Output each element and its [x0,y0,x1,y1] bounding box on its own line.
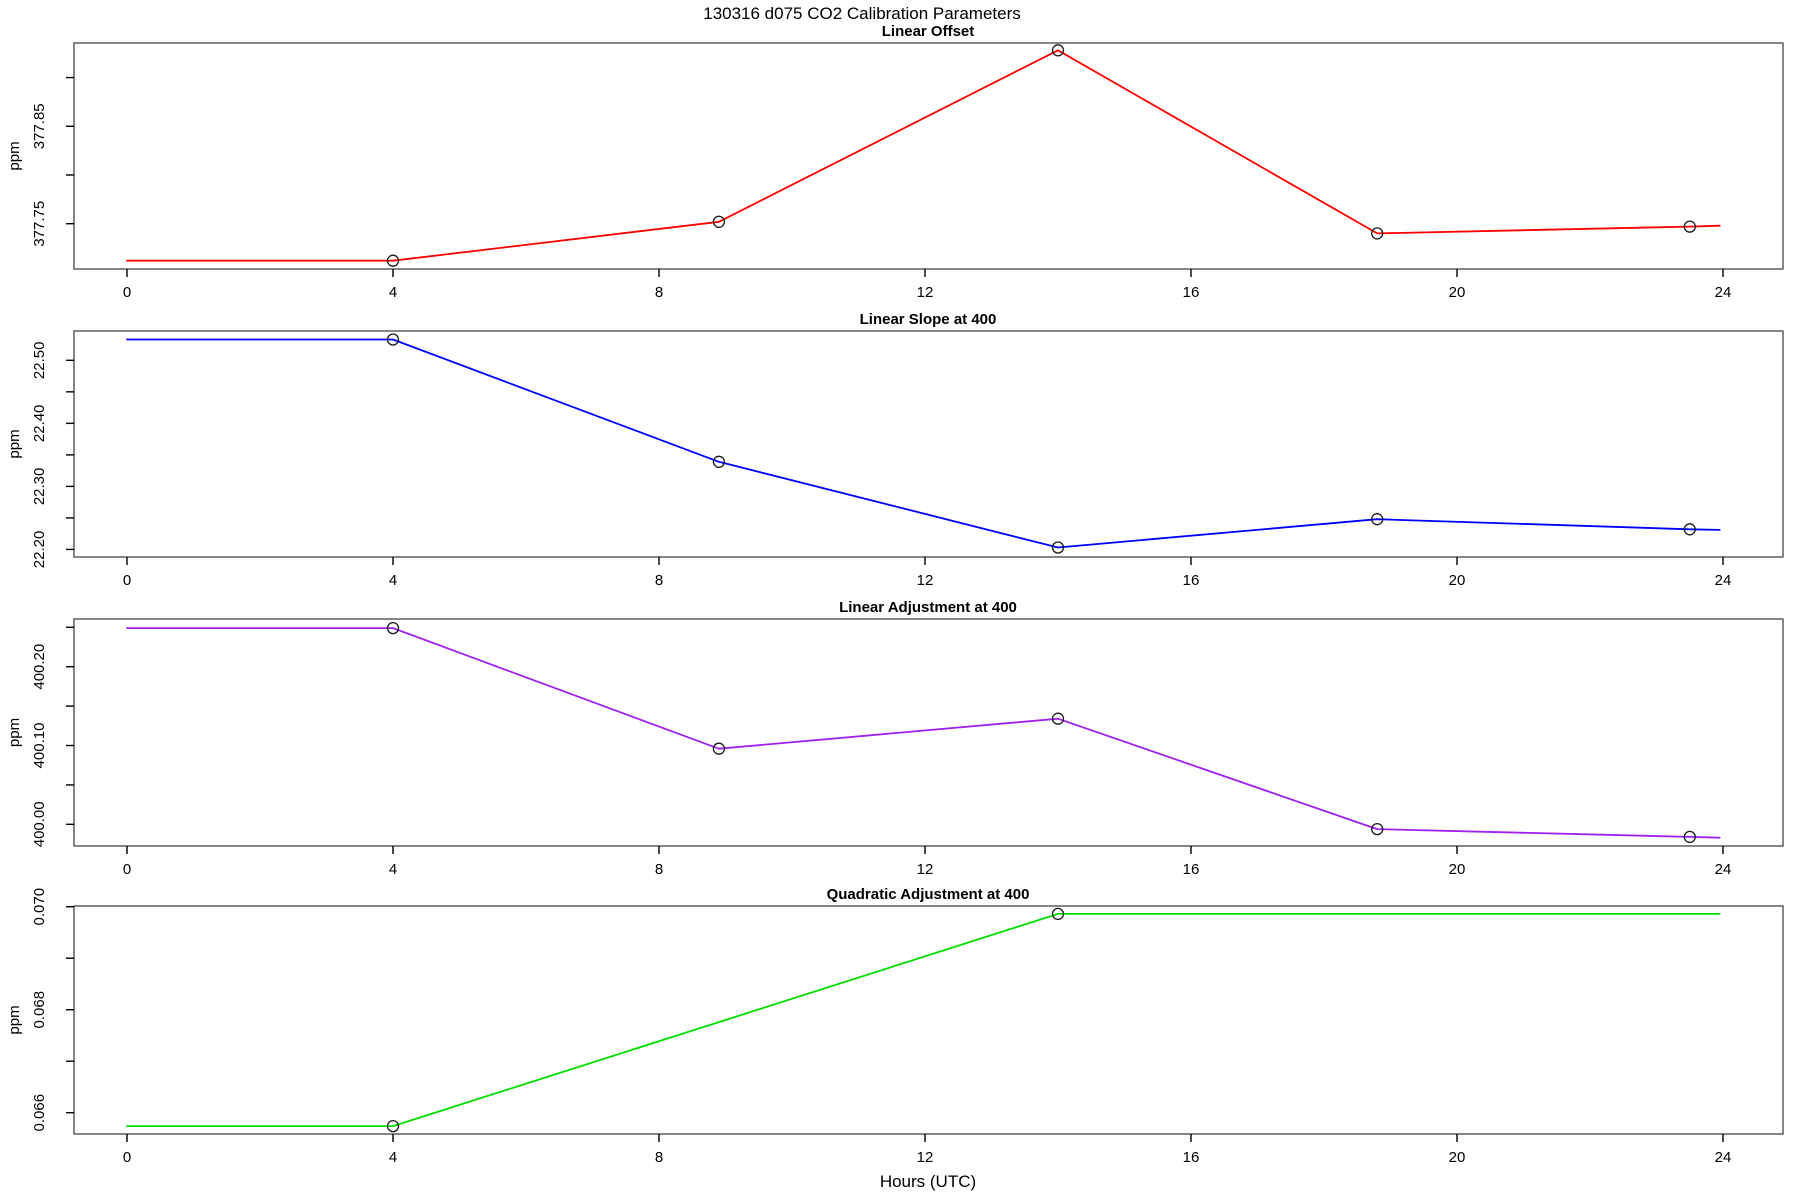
x-tick-label: 24 [1715,284,1732,301]
x-tick-label: 4 [389,1149,397,1166]
x-tick-label: 4 [389,572,397,589]
x-tick-label: 0 [123,572,131,589]
y-tick-label: 377.85 [31,103,48,149]
panel-linear-slope-at-400: Linear Slope at 400 22.20 22.30 22.40 22.50 p… [6,311,1784,589]
x-tick-label: 24 [1715,572,1732,589]
series-line [126,913,1721,1127]
data-point-marker [1051,44,1065,57]
plot-box [73,618,1784,847]
data-point-marker [386,1119,400,1133]
x-tick-label: 4 [389,861,397,878]
x-tick-label: 8 [655,284,663,301]
y-tick-label: 22.30 [31,468,48,506]
y-tick-label: 22.20 [31,531,48,569]
y-tick-label: 0.066 [31,1094,48,1132]
data-point-marker [1371,227,1384,240]
plot-box [73,330,1784,558]
x-tick-label: 12 [917,284,934,301]
plot-box [73,42,1784,270]
x-tick-label: 16 [1183,572,1200,589]
x-tick-label: 16 [1183,284,1200,301]
data-point-marker [712,455,726,468]
panel-linear-adjustment-at-400: Linear Adjustment at 400 400.00 400.10 400.… [6,599,1784,878]
x-tick-label: 24 [1715,861,1732,878]
y-tick-label: 0.070 [31,888,48,926]
y-axis-label: ppm [6,429,23,458]
main-title: 130316 d075 CO2 Calibration Parameters [703,4,1021,23]
panel-linear-offset: Linear Offset 377.75 377.85 ppm 0 4 8 12 16 20 24 [6,23,1784,301]
x-tick-label: 4 [389,284,397,301]
data-point-marker [386,254,400,267]
data-point-marker [1683,523,1696,536]
data-point-marker [1371,822,1384,836]
series-line [126,627,1721,839]
x-tick-label: 24 [1715,1149,1732,1166]
y-tick-label: 22.40 [31,405,48,443]
data-point-marker [1051,541,1065,554]
x-tick-label: 16 [1183,861,1200,878]
data-point-marker [712,742,726,755]
x-tick-label: 20 [1449,861,1466,878]
series-line [126,338,1721,549]
data-point-marker [1683,220,1696,233]
panel-title: Linear Slope at 400 [860,311,997,328]
x-axis-title: Hours (UTC) [880,1172,976,1191]
x-tick-label: 16 [1183,1149,1200,1166]
x-tick-label: 8 [655,572,663,589]
panel-title: Linear Adjustment at 400 [839,599,1017,616]
y-tick-label: 0.068 [31,991,48,1029]
x-tick-label: 20 [1449,572,1466,589]
x-tick-label: 8 [655,861,663,878]
x-tick-label: 0 [123,284,131,301]
y-axis-label: ppm [6,1005,23,1034]
data-point-marker [712,215,726,228]
x-tick-label: 20 [1449,1149,1466,1166]
x-tick-label: 0 [123,1149,131,1166]
panel-title: Quadratic Adjustment at 400 [827,886,1030,903]
x-tick-label: 0 [123,861,131,878]
x-tick-label: 8 [655,1149,663,1166]
data-point-marker [386,333,400,346]
x-tick-label: 12 [917,1149,934,1166]
y-tick-label: 400.20 [31,644,48,690]
y-axis-label: ppm [6,718,23,747]
y-tick-label: 400.00 [31,801,48,847]
series-line [126,49,1721,262]
y-axis-label: ppm [6,141,23,170]
x-tick-label: 20 [1449,284,1466,301]
y-tick-label: 400.10 [31,723,48,769]
panel-quadratic-adjustment-at-400: Quadratic Adjustment at 400 0.066 0.068 0.0… [6,886,1784,1166]
panel-title: Linear Offset [882,23,975,40]
data-point-marker [1051,712,1065,725]
data-point-marker [1683,830,1696,844]
data-point-marker [1371,513,1384,526]
x-tick-label: 12 [917,572,934,589]
y-tick-label: 22.50 [31,342,48,380]
data-point-marker [386,621,400,635]
data-point-marker [1051,907,1065,921]
y-tick-label: 377.75 [31,201,48,247]
x-tick-label: 12 [917,861,934,878]
plot-box [73,905,1784,1135]
